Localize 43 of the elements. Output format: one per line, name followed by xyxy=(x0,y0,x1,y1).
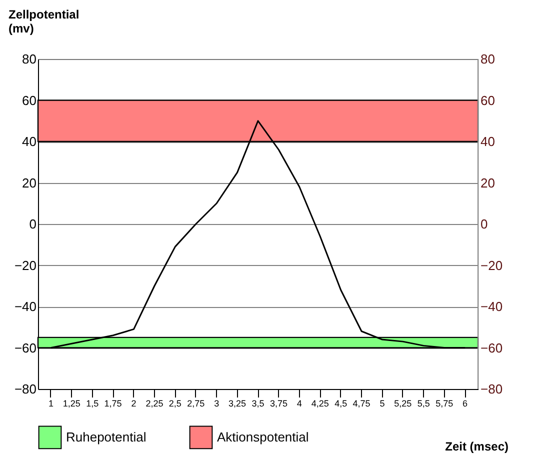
y2-tick-label: 0 xyxy=(480,216,488,232)
x-tick-label: 3,5 xyxy=(252,398,264,408)
x-tick-label: 2,25 xyxy=(146,398,164,408)
y2-tick-label: 80 xyxy=(480,52,495,66)
y2-tick-label: −60 xyxy=(480,340,503,356)
y2-tick-label: 60 xyxy=(480,92,495,108)
x-tick-label: 2,75 xyxy=(187,398,205,408)
x-tick-label: 1 xyxy=(48,398,54,408)
y2-tick-label: −20 xyxy=(480,258,503,273)
x-tick-label: 2,5 xyxy=(168,398,182,408)
x-tick-label: 5,5 xyxy=(417,398,430,408)
x-tick-label: 5,25 xyxy=(394,398,412,408)
y-tick-label: 40 xyxy=(22,134,36,149)
x-tick-label: 1,75 xyxy=(104,398,122,408)
y-tick-label: 0 xyxy=(29,216,36,232)
x-tick-label: 6 xyxy=(462,398,468,408)
y-axis-title: Zellpotential (mv) xyxy=(8,8,80,36)
y-tick-label: −60 xyxy=(14,340,36,356)
y-tick-label: −40 xyxy=(14,299,36,314)
legend-label: Aktionspotential xyxy=(217,429,309,444)
x-tick-label: 3 xyxy=(214,398,220,408)
x-tick-label: 3,75 xyxy=(270,398,288,408)
x-tick-label: 4,25 xyxy=(311,398,329,408)
x-axis-title: Zeit (msec) xyxy=(445,440,508,454)
x-tick-label: 4,5 xyxy=(334,398,348,408)
y-tick-label: 60 xyxy=(22,92,36,108)
y2-tick-label: 20 xyxy=(480,175,495,190)
x-tick-label: 4,75 xyxy=(352,398,370,408)
y-tick-label: 20 xyxy=(22,175,36,190)
legend-label: Ruhepotential xyxy=(66,429,146,444)
y2-tick-label: 40 xyxy=(480,134,495,149)
y-tick-label: −80 xyxy=(14,382,36,396)
y2-tick-label: −40 xyxy=(480,299,503,314)
x-tick-label: 5,75 xyxy=(436,398,454,408)
x-tick-label: 1,25 xyxy=(62,398,80,408)
x-tick-label: 4 xyxy=(296,398,302,408)
y2-tick-label: −80 xyxy=(480,382,503,396)
x-tick-label: 5 xyxy=(380,398,385,408)
x-tick-label: 3,25 xyxy=(228,398,246,408)
y-tick-label: −20 xyxy=(14,258,36,273)
y-tick-label: 80 xyxy=(22,52,36,66)
x-tick-label: 1,5 xyxy=(86,398,99,408)
x-tick-label: 2 xyxy=(131,398,136,408)
